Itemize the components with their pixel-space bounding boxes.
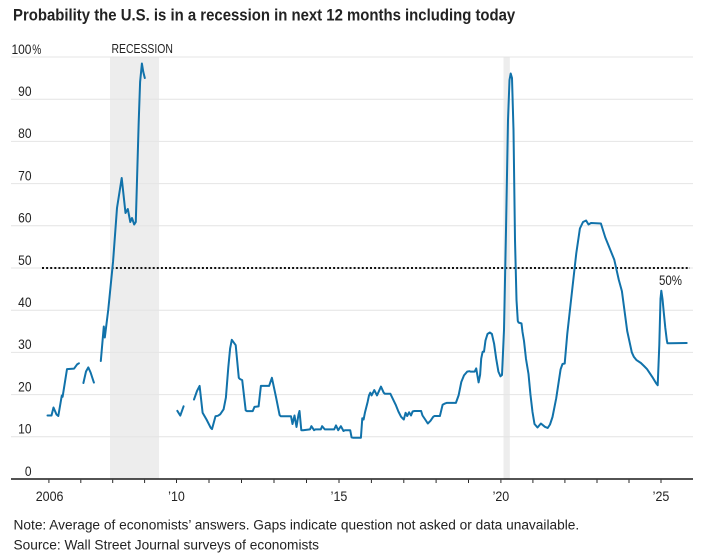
svg-text:’20: ’20: [493, 488, 510, 504]
svg-text:80: 80: [18, 126, 31, 142]
svg-text:RECESSION: RECESSION: [112, 42, 173, 56]
svg-text:’10: ’10: [168, 488, 185, 504]
svg-text:0: 0: [25, 463, 32, 479]
svg-text:50: 50: [18, 252, 31, 268]
svg-text:50%: 50%: [659, 272, 682, 288]
svg-text:40: 40: [18, 294, 31, 310]
svg-text:2006: 2006: [36, 488, 64, 504]
svg-text:30: 30: [18, 337, 31, 353]
svg-text:10: 10: [18, 421, 31, 437]
svg-text:Probability the U.S. is in a r: Probability the U.S. is in a recession i…: [13, 7, 515, 25]
svg-text:%: %: [32, 41, 41, 57]
svg-text:’25: ’25: [653, 488, 670, 504]
svg-text:90: 90: [18, 83, 31, 99]
svg-text:60: 60: [18, 210, 31, 226]
svg-text:’15: ’15: [331, 488, 348, 504]
svg-text:Note: Average of economists’ a: Note: Average of economists’ answers. Ga…: [14, 516, 580, 532]
svg-text:20: 20: [18, 379, 31, 395]
svg-text:70: 70: [18, 168, 31, 184]
svg-text:100: 100: [11, 41, 31, 57]
svg-text:Source: Wall Street Journal su: Source: Wall Street Journal surveys of e…: [14, 536, 320, 552]
